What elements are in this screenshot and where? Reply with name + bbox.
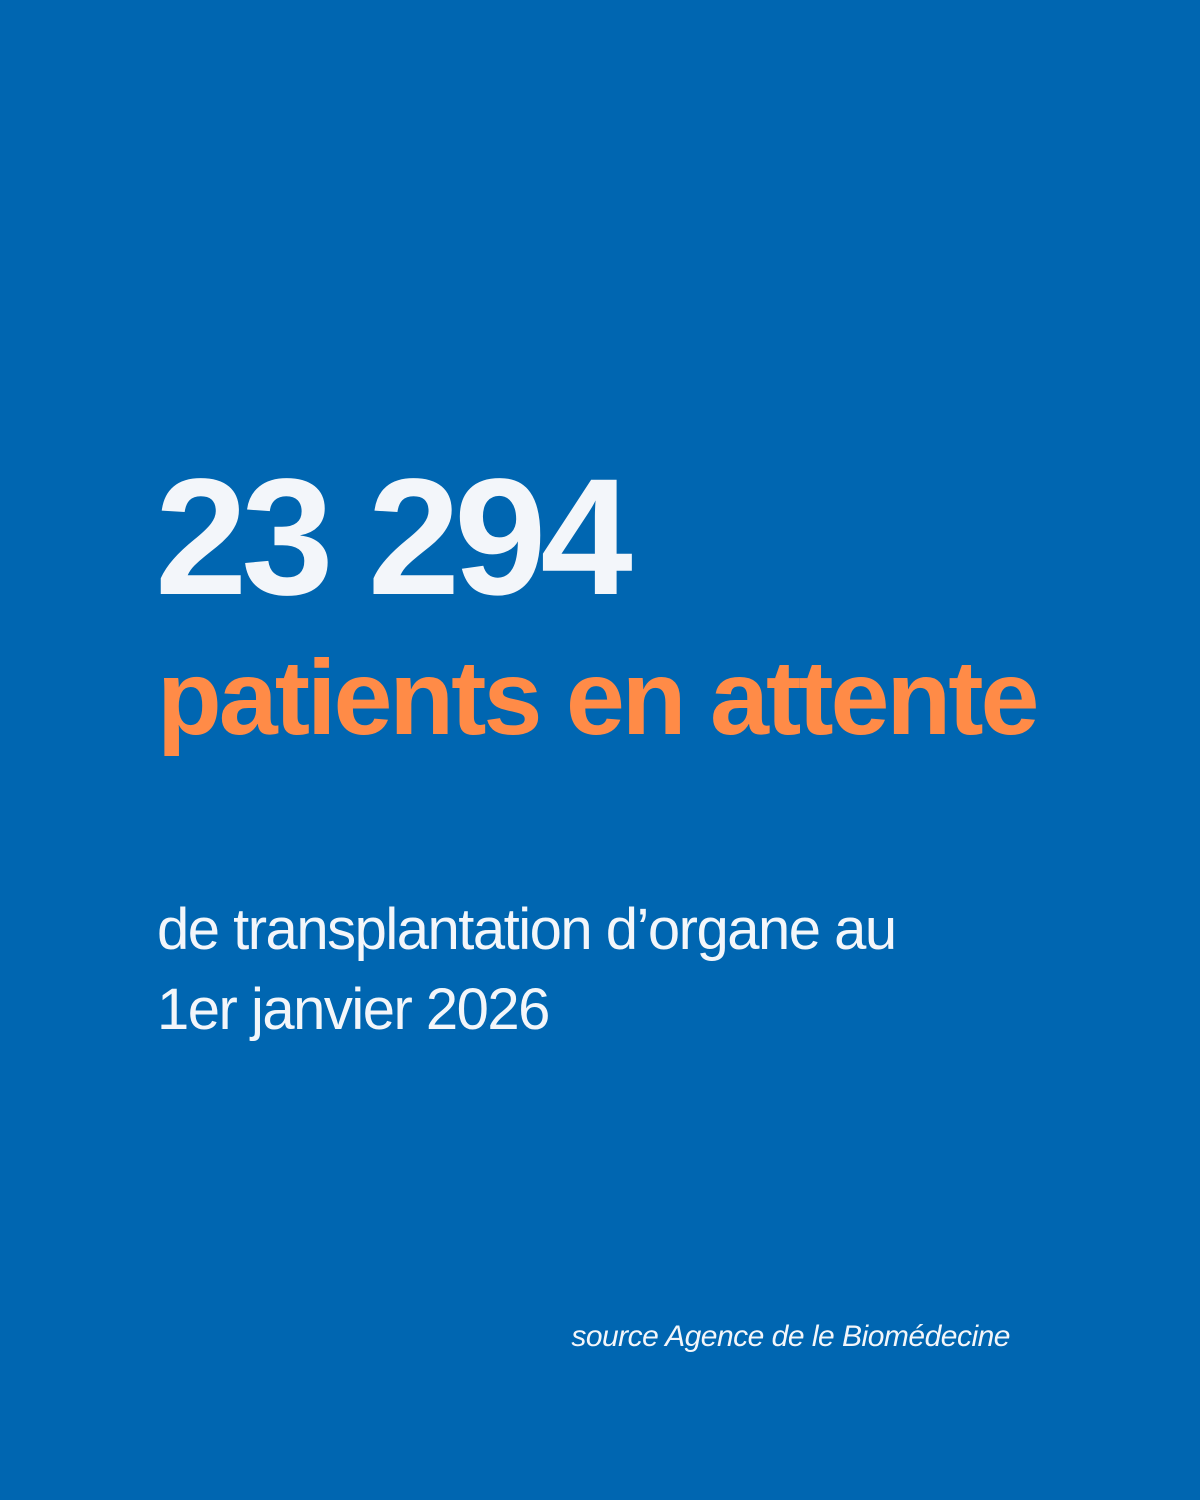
subtitle-line-2: 1er janvier 2026 <box>157 977 550 1042</box>
subtitle-line-1: de transplantation d’organe au <box>157 897 897 962</box>
source-note: source Agence de le Biomédecine <box>571 1320 1010 1353</box>
subtitle: de transplantation d’organe au 1er janvi… <box>157 890 1107 1050</box>
headline-label: patients en attente <box>157 639 1040 757</box>
headline-number: 23 294 <box>155 445 633 630</box>
